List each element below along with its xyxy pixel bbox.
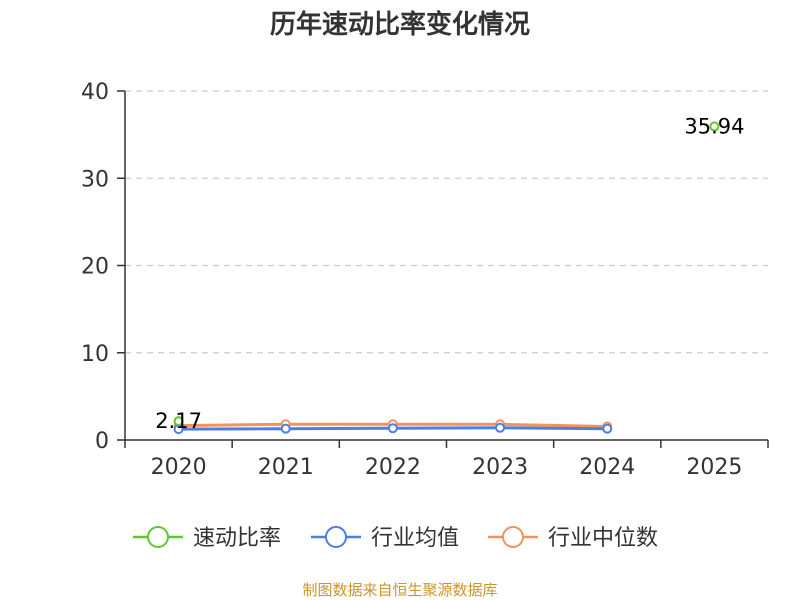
legend-item-2: 行业中位数: [488, 526, 658, 551]
x-tick-label: 2024: [579, 455, 635, 480]
x-tick-label: 2025: [686, 455, 742, 480]
legend-marker: [147, 526, 169, 548]
y-tick-label: 0: [95, 429, 109, 454]
legend-label: 速动比率: [193, 526, 281, 551]
point-0-5: [709, 121, 720, 132]
legend-marker: [502, 526, 524, 548]
y-tick-label: 40: [81, 80, 109, 105]
x-tick-label: 2022: [365, 455, 421, 480]
source-note: 制图数据来自恒生聚源数据库: [302, 581, 497, 599]
legend: 速动比率 行业均值 行业中位数: [133, 526, 658, 551]
chart-title: 历年速动比率变化情况: [270, 9, 530, 40]
x-tick-label: 2021: [258, 455, 314, 480]
y-tick-label: 10: [81, 342, 109, 367]
legend-item-1: 行业均值: [311, 526, 459, 551]
legend-label: 行业中位数: [548, 526, 658, 551]
data-labels: 2.17 35.94: [155, 114, 744, 433]
x-tick-label: 2020: [151, 455, 207, 480]
point-1-3: [495, 422, 506, 433]
legend-item-0: 速动比率: [133, 526, 281, 551]
point-1-1: [280, 423, 291, 434]
data-points: [173, 121, 720, 435]
grid-lines: [125, 90, 768, 354]
legend-label: 行业均值: [371, 526, 459, 551]
point-1-4: [602, 423, 613, 434]
data-label: 2.17: [155, 409, 202, 433]
y-tick-label: 30: [81, 167, 109, 192]
axes: 0 10 20 30 40 2020 2021 2022 2023 2024 2025: [81, 80, 769, 480]
point-1-2: [387, 423, 398, 434]
x-tick-label: 2023: [472, 455, 528, 480]
data-label: 35.94: [684, 114, 744, 138]
legend-marker: [325, 526, 347, 548]
point-0-0: [173, 416, 184, 427]
y-tick-label: 20: [81, 255, 109, 280]
